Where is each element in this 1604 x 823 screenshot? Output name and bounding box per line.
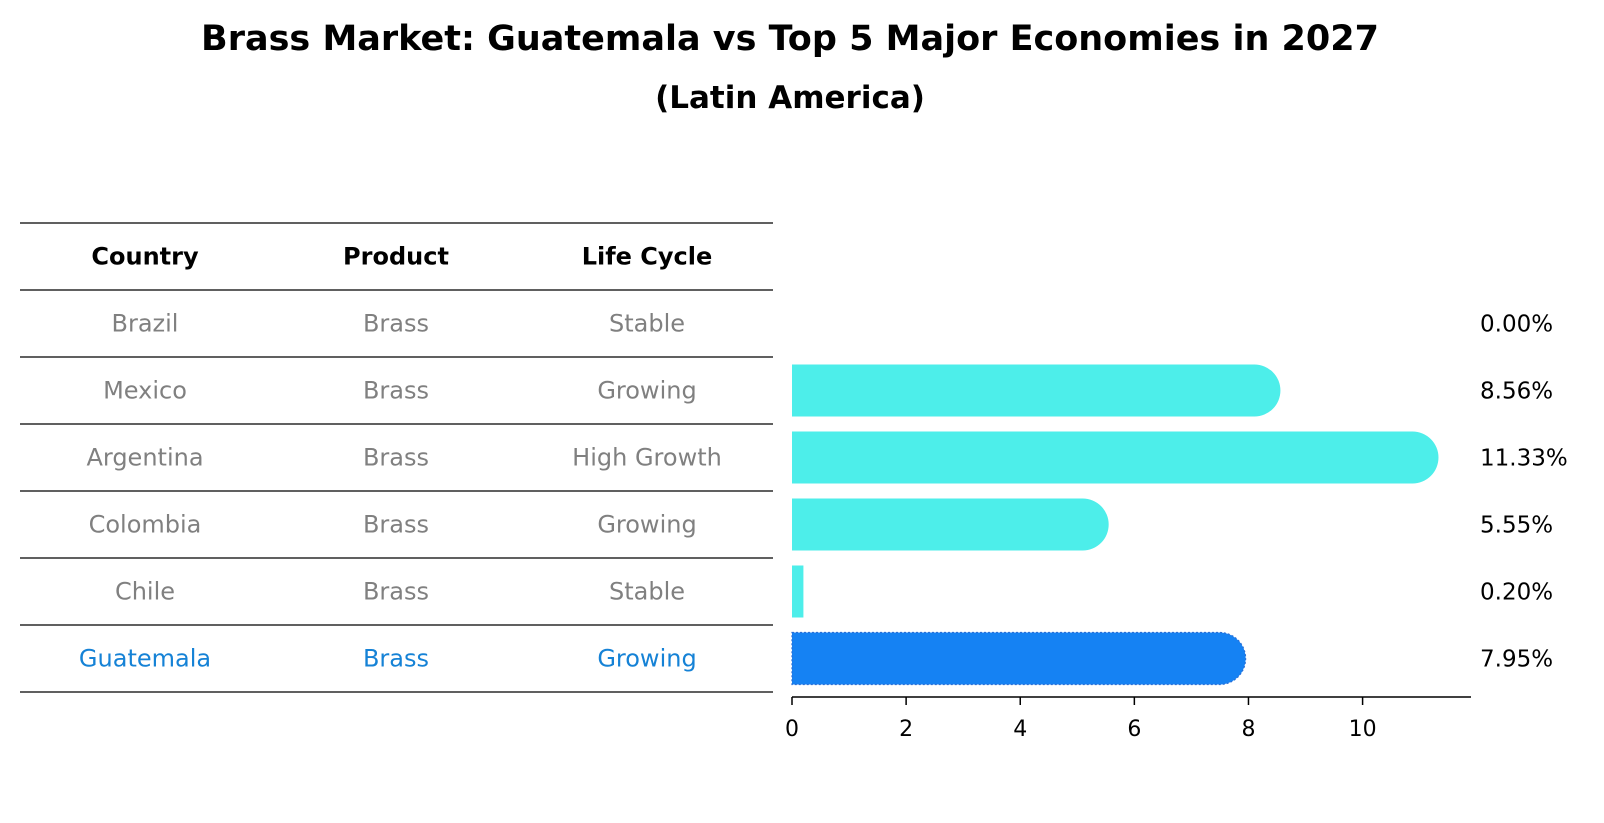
chart-title: Brass Market: Guatemala vs Top 5 Major E… bbox=[201, 19, 1379, 59]
table-cell-life-cycle: Growing bbox=[597, 645, 696, 673]
table-cell-product: Brass bbox=[363, 377, 429, 405]
table-cell-life-cycle: Stable bbox=[609, 578, 685, 606]
table-cell-country: Chile bbox=[115, 578, 175, 606]
table-cell-product: Brass bbox=[363, 444, 429, 472]
table-header-cell: Country bbox=[91, 243, 199, 271]
bar-argentina bbox=[792, 431, 1439, 484]
bar-chart: 0.00% 8.56% 11.33% 5.55% 0.20% 7.95% bbox=[791, 312, 1568, 686]
x-tick-label: 8 bbox=[1241, 717, 1255, 742]
table-cell-life-cycle: Growing bbox=[597, 377, 696, 405]
bar-chile bbox=[792, 565, 804, 618]
table-cell-product: Brass bbox=[363, 578, 429, 606]
table-cell-product: Brass bbox=[363, 645, 429, 673]
table-header-cell: Product bbox=[343, 243, 449, 271]
bar-guatemala bbox=[791, 631, 1247, 686]
table-cell-country: Mexico bbox=[103, 377, 187, 405]
table-cell-life-cycle: Growing bbox=[597, 511, 696, 539]
table-cell-country: Brazil bbox=[112, 310, 179, 338]
bar-mexico bbox=[792, 364, 1281, 417]
bar-value-label: 5.55% bbox=[1480, 513, 1553, 539]
table-header-cell: Life Cycle bbox=[582, 243, 713, 271]
bar-value-label: 0.00% bbox=[1480, 312, 1553, 338]
table-cell-product: Brass bbox=[363, 310, 429, 338]
x-tick-label: 2 bbox=[899, 717, 913, 742]
table-cell-country: Colombia bbox=[89, 511, 202, 539]
x-tick-label: 4 bbox=[1013, 717, 1027, 742]
x-tick-label: 0 bbox=[785, 717, 799, 742]
table-cell-product: Brass bbox=[363, 511, 429, 539]
x-axis: 0 2 4 6 8 10 bbox=[785, 696, 1471, 742]
data-table: Country Product Life Cycle Brazil Brass Stabl… bbox=[20, 222, 773, 693]
chart-subtitle: (Latin America) bbox=[655, 80, 925, 116]
bar-value-label: 8.56% bbox=[1480, 379, 1553, 405]
table-cell-life-cycle: High Growth bbox=[572, 444, 722, 472]
x-tick-label: 6 bbox=[1127, 717, 1141, 742]
table-cell-life-cycle: Stable bbox=[609, 310, 685, 338]
table-cell-country: Argentina bbox=[86, 444, 203, 472]
bar-value-label: 7.95% bbox=[1480, 647, 1553, 673]
bar-value-label: 11.33% bbox=[1480, 446, 1568, 472]
table-cell-country: Guatemala bbox=[79, 645, 211, 673]
bar-value-label: 0.20% bbox=[1480, 580, 1553, 606]
x-tick-label: 10 bbox=[1349, 717, 1377, 742]
bar-colombia bbox=[792, 498, 1109, 551]
